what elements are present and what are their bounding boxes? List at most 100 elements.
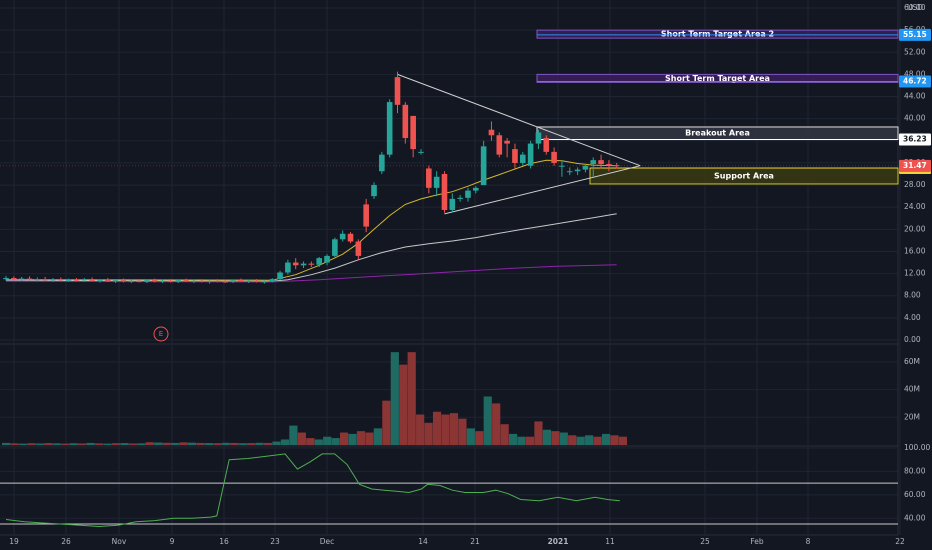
- candle-body: [394, 77, 401, 105]
- volume-bar: [407, 352, 416, 445]
- candle-body: [606, 164, 612, 166]
- volume-bar: [128, 443, 137, 445]
- price-tick-label: 20.00: [904, 224, 926, 233]
- candle-body: [363, 204, 369, 227]
- volume-bar: [416, 414, 425, 445]
- volume-bar: [272, 441, 281, 445]
- time-tick-label: Feb: [750, 537, 764, 546]
- price-tick-label: 48.00: [904, 69, 926, 78]
- time-tick-label: 16: [219, 537, 229, 546]
- volume-bar: [179, 442, 188, 445]
- candle-body: [386, 102, 393, 155]
- candle-body: [89, 279, 95, 281]
- rsi-line: [5, 453, 620, 528]
- volume-bar: [103, 443, 112, 445]
- time-tick-label: 21: [470, 537, 480, 546]
- candle-body: [11, 278, 17, 280]
- earnings-marker-label: E: [159, 330, 163, 338]
- candle-body: [120, 280, 127, 282]
- volume-bar: [221, 442, 230, 445]
- annotation-zone: [536, 73, 899, 83]
- volume-bar: [466, 428, 475, 445]
- candle-body: [559, 165, 565, 167]
- price-tick-label: 40.00: [904, 114, 926, 123]
- candle-body: [433, 176, 440, 188]
- candle-body: [449, 198, 456, 210]
- volume-bar: [373, 428, 382, 445]
- candle-body: [191, 280, 197, 282]
- candle-body: [488, 129, 495, 136]
- volume-bar: [441, 414, 450, 445]
- volume-bar: [44, 443, 53, 445]
- volume-bar: [542, 429, 551, 445]
- volume-bar: [492, 403, 501, 445]
- volume-bar: [525, 436, 535, 445]
- candle-body: [144, 280, 150, 282]
- volume-bar: [94, 443, 104, 445]
- volume-bar: [289, 425, 298, 445]
- candle-body: [574, 169, 581, 172]
- rsi-tick-label: 60.00: [904, 490, 926, 499]
- volume-bar: [120, 443, 129, 445]
- volume-bar: [213, 443, 222, 445]
- trendline: [397, 73, 641, 167]
- candle-body: [590, 160, 597, 165]
- candle-body: [613, 165, 620, 167]
- rsi-tick-label: 100.00: [904, 443, 930, 452]
- candle-body: [457, 197, 463, 199]
- candle-body: [65, 279, 72, 281]
- price-tick-label: 52.00: [904, 47, 926, 56]
- candle-body: [480, 146, 487, 186]
- candle-body: [159, 280, 166, 282]
- time-tick-label: 19: [9, 537, 19, 546]
- candle-body: [426, 168, 432, 188]
- volume-bar: [314, 439, 323, 445]
- price-tick-label: 44.00: [904, 92, 926, 101]
- volume-bar: [593, 436, 602, 445]
- trendline: [444, 165, 641, 215]
- volume-bar: [35, 443, 44, 445]
- volume-bar: [10, 443, 19, 445]
- candle-body: [58, 279, 64, 281]
- candle-body: [50, 279, 56, 281]
- candle-body: [128, 280, 135, 282]
- price-tick-label: 16.00: [904, 246, 926, 255]
- volume-bar: [306, 438, 315, 445]
- price-badge-label: 36.23: [903, 135, 927, 144]
- volume-bar: [500, 424, 509, 445]
- candle-body: [308, 263, 315, 265]
- time-tick-label: Nov: [112, 537, 127, 546]
- candle-body: [324, 255, 330, 263]
- candle-body: [543, 138, 550, 152]
- volume-bar: [111, 443, 121, 445]
- price-tick-label: 12.00: [904, 269, 926, 278]
- volume-bar: [610, 435, 619, 445]
- candle-body: [535, 132, 542, 144]
- volume-bar: [187, 442, 197, 445]
- volume-bar: [432, 411, 442, 445]
- volume-tick-label: 60M: [904, 357, 920, 366]
- volume-bar: [137, 443, 146, 445]
- candle-body: [151, 280, 158, 282]
- volume-bar: [69, 443, 78, 445]
- time-tick-label: 11: [605, 537, 615, 546]
- volume-bar: [247, 443, 256, 445]
- volume-bar: [263, 442, 273, 445]
- volume-bar: [297, 432, 306, 445]
- volume-bar: [517, 436, 526, 445]
- volume-bar: [171, 442, 180, 445]
- volume-bar: [230, 442, 239, 445]
- candle-body: [214, 280, 221, 282]
- volume-bar: [356, 431, 366, 445]
- candle-body: [332, 239, 338, 256]
- time-tick-label: 14: [418, 537, 428, 546]
- volume-bar: [27, 443, 36, 445]
- candle-body: [339, 233, 346, 240]
- rsi-tick-label: 80.00: [904, 466, 926, 475]
- volume-bar: [52, 443, 61, 445]
- candle-body: [410, 115, 416, 150]
- volume-bar: [365, 432, 374, 445]
- price-tick-label: 4.00: [904, 313, 921, 322]
